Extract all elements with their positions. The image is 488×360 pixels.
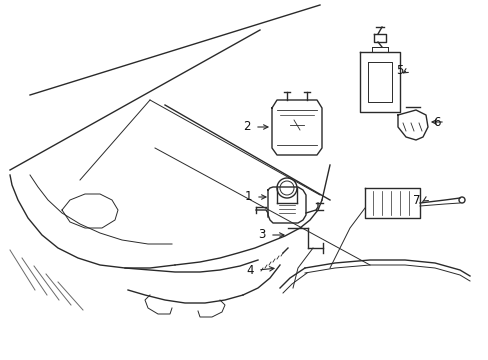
Text: 1: 1 <box>244 190 251 203</box>
Text: 6: 6 <box>432 116 440 129</box>
Text: 4: 4 <box>246 264 253 276</box>
Text: 3: 3 <box>258 229 265 242</box>
Text: 5: 5 <box>395 63 403 77</box>
Text: 2: 2 <box>243 121 250 134</box>
Text: 7: 7 <box>412 194 420 207</box>
